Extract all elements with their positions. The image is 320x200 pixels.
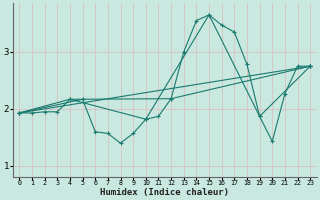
X-axis label: Humidex (Indice chaleur): Humidex (Indice chaleur) bbox=[100, 188, 229, 197]
